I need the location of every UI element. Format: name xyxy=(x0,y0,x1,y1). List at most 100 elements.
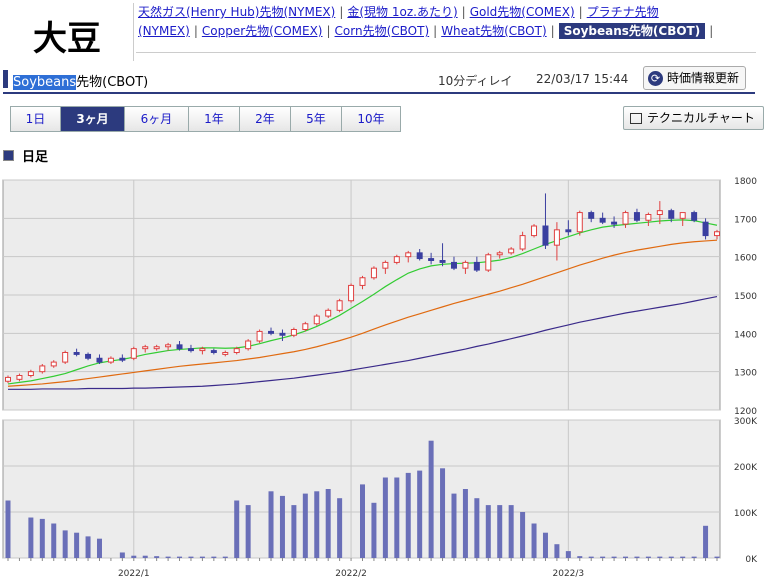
page-title: 大豆 xyxy=(33,19,101,59)
nav-link-4[interactable]: Copper先物(COMEX) xyxy=(201,24,323,38)
candle-down xyxy=(633,212,640,221)
commodity-nav: 天然ガス(Henry Hub)先物(NYMEX) | 金(現物 1oz.あたり) | G… xyxy=(138,3,758,41)
volume-bar xyxy=(177,556,183,558)
candle-down xyxy=(176,344,183,350)
candle-down xyxy=(691,212,698,221)
volume-bar xyxy=(39,518,45,558)
nav-link-5[interactable]: Corn先物(CBOT) xyxy=(334,24,430,38)
nav-separator: | xyxy=(578,5,583,19)
x-tick-label: 2022/1 xyxy=(118,569,150,579)
candle-up xyxy=(382,261,389,269)
volume-bar xyxy=(611,556,617,558)
candle-up xyxy=(576,212,583,233)
nav-divider xyxy=(136,52,756,53)
tab-period-0[interactable]: 1日 xyxy=(11,107,61,131)
tab-period-6[interactable]: 10年 xyxy=(342,107,400,131)
volume-bar xyxy=(440,468,446,558)
tab-period-4[interactable]: 2年 xyxy=(240,107,291,131)
volume-bar xyxy=(245,505,251,558)
candle-up xyxy=(50,361,57,367)
volume-bar xyxy=(360,484,365,558)
volume-bar xyxy=(405,472,411,558)
candle-up xyxy=(5,376,11,382)
candle-up xyxy=(348,284,355,302)
instrument-name: Soybeans先物(CBOT) xyxy=(13,71,148,90)
volume-bar xyxy=(268,491,274,558)
candle-down xyxy=(599,217,606,223)
nav-separator: | xyxy=(339,5,344,19)
candle-up xyxy=(27,371,34,376)
candle-up xyxy=(370,267,377,279)
candle-down xyxy=(542,225,549,246)
candle-down xyxy=(428,258,435,262)
candle-up xyxy=(531,225,538,237)
nav-separator: | xyxy=(550,24,555,38)
volume-bar xyxy=(119,552,125,558)
volume-bar xyxy=(645,556,651,558)
candle-up xyxy=(39,365,46,373)
tab-period-3[interactable]: 1年 xyxy=(189,107,240,131)
window-icon xyxy=(630,112,642,124)
volume-bar xyxy=(382,477,388,558)
tab-period-1[interactable]: 3ヶ月 xyxy=(61,107,125,131)
nav-link-3[interactable]: プラチナ先物(NYMEX) xyxy=(138,5,659,38)
nav-link-6[interactable]: Wheat先物(CBOT) xyxy=(441,24,547,38)
candle-down xyxy=(210,350,217,354)
candle-down xyxy=(668,210,675,219)
instrument-highlight: Soybeans xyxy=(13,75,77,90)
candle-down xyxy=(473,261,480,271)
price-tick-label: 1800 xyxy=(734,177,757,187)
nav-link-7[interactable]: Soybeans先物(CBOT) xyxy=(558,23,706,39)
volume-bar xyxy=(451,493,457,558)
price-tick-label: 1600 xyxy=(734,254,757,264)
candle-up xyxy=(16,375,23,380)
nav-link-0[interactable]: 天然ガス(Henry Hub)先物(NYMEX) xyxy=(138,5,336,19)
tab-period-2[interactable]: 6ヶ月 xyxy=(125,107,189,131)
nav-link-2[interactable]: Gold先物(COMEX) xyxy=(469,5,575,19)
section-label: 日足 xyxy=(22,150,49,165)
candle-up xyxy=(714,231,720,237)
nav-link-1[interactable]: 金(現物 1oz.あたり) xyxy=(347,5,458,19)
refresh-icon: ⟳ xyxy=(648,70,663,86)
volume-bar xyxy=(85,536,91,558)
candle-down xyxy=(588,212,595,219)
candle-up xyxy=(313,315,320,325)
candle-up xyxy=(359,277,366,286)
volume-bar xyxy=(154,556,160,558)
candle-up xyxy=(222,352,229,355)
refresh-label: 時価情報更新 xyxy=(667,71,740,85)
ma-short-line xyxy=(7,219,718,385)
candle-up xyxy=(622,212,629,225)
section-icon xyxy=(3,150,14,161)
candle-down xyxy=(279,332,286,336)
x-tick-label: 2022/3 xyxy=(553,569,585,579)
candle-up xyxy=(645,214,652,221)
candle-up xyxy=(336,300,343,311)
refresh-button[interactable]: ⟳ 時価情報更新 xyxy=(643,66,747,90)
volume-bar xyxy=(634,556,640,558)
volume-bar xyxy=(417,470,423,558)
period-tabs: 1日 3ヶ月 6ヶ月 1年 2年 5年 10年 xyxy=(10,106,401,132)
candle-down xyxy=(85,353,92,359)
tab-period-5[interactable]: 5年 xyxy=(291,107,342,131)
candle-up xyxy=(405,252,412,258)
volume-bar xyxy=(314,491,320,558)
volume-bar xyxy=(371,502,377,558)
technical-label: テクニカルチャート xyxy=(647,111,755,125)
volume-bar xyxy=(508,505,514,558)
volume-bar xyxy=(222,556,228,558)
ma-mid-line xyxy=(7,239,718,387)
candle-up xyxy=(142,346,149,350)
volume-bar xyxy=(623,556,629,558)
volume-bar xyxy=(542,532,548,558)
technical-chart-button[interactable]: テクニカルチャート xyxy=(623,106,764,130)
volume-bar xyxy=(5,500,11,558)
candle-down xyxy=(439,260,446,263)
volume-bar xyxy=(74,532,80,558)
candle-up xyxy=(153,346,160,350)
ma-long-line xyxy=(8,295,718,390)
candle-up xyxy=(519,235,526,250)
volume-bar xyxy=(62,530,68,558)
volume-bar xyxy=(600,556,606,558)
volume-bar xyxy=(531,523,537,558)
